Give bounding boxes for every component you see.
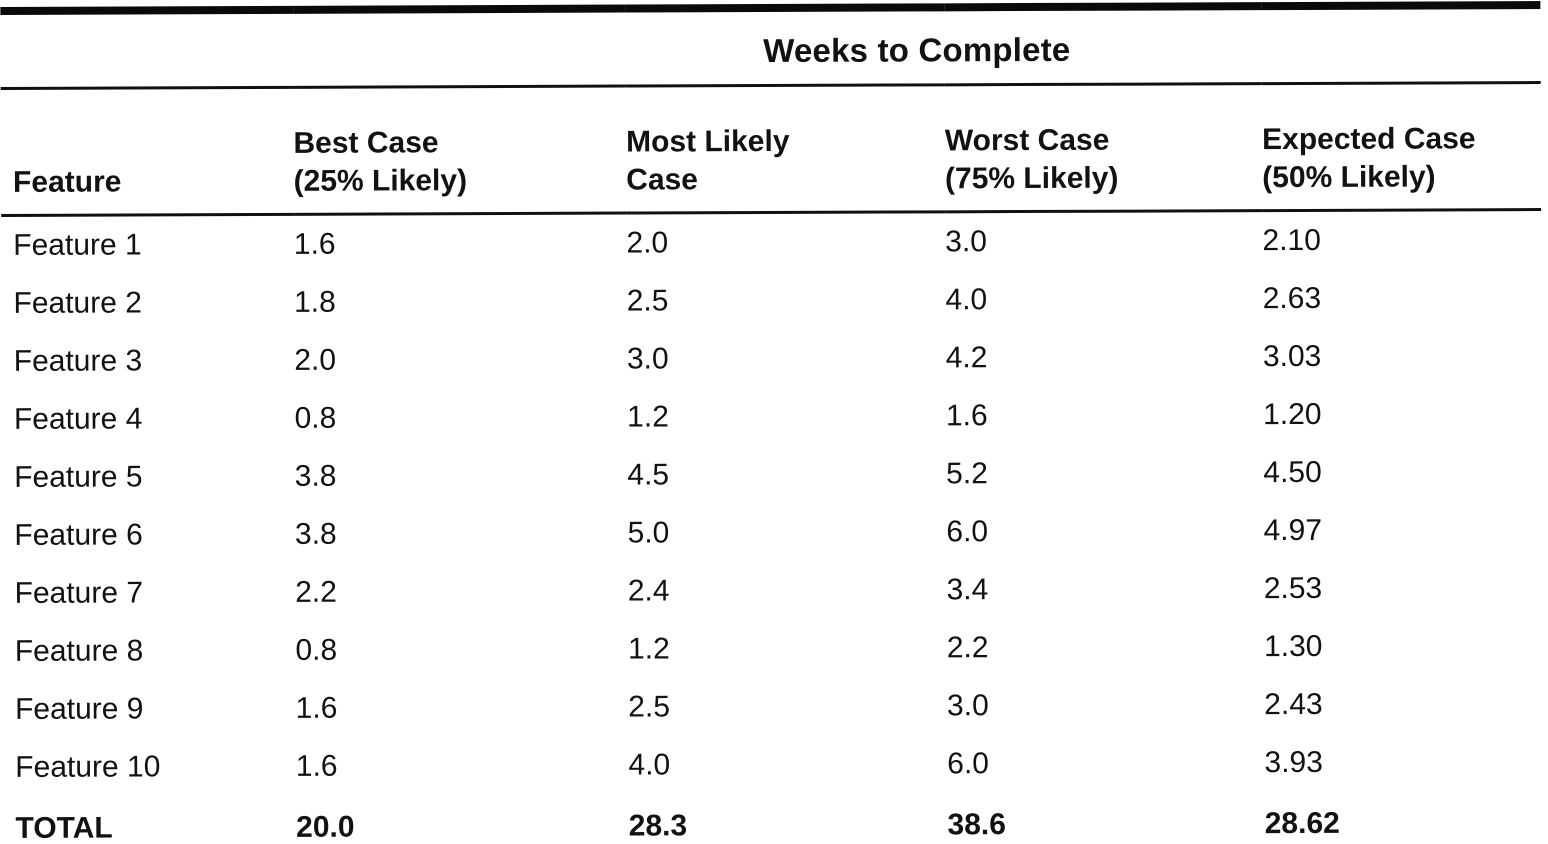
column-header-2: Most Likely Case <box>625 84 946 214</box>
column-header-0: Feature <box>0 87 294 216</box>
cell-worst: 3.0 <box>945 225 988 259</box>
cell-feature: Feature 6 <box>14 518 143 552</box>
cell-worst: 4.2 <box>945 341 988 375</box>
cell-expected: 2.43 <box>1264 687 1323 722</box>
table-row: Feature 1 1.6 2.0 3.0 2.10 <box>1 210 1541 275</box>
cell-most_likely: 3.0 <box>626 342 669 376</box>
cell-expected: 3.93 <box>1264 745 1323 780</box>
table-row: Feature 5 3.8 4.5 5.2 4.50 <box>2 443 1542 507</box>
spanning-header-row: Weeks to Complete <box>0 5 1541 89</box>
cell-most_likely: 1.2 <box>627 400 669 434</box>
cell-most_likely: 4.0 <box>628 748 671 782</box>
cell-feature: Feature 9 <box>14 692 144 726</box>
cell-expected: 3.03 <box>1262 339 1322 374</box>
column-header-line: Case <box>626 163 699 197</box>
cell-expected: 2.10 <box>1262 223 1321 258</box>
cell-most_likely: 2.5 <box>626 284 669 318</box>
cell-expected: 4.97 <box>1263 513 1323 548</box>
cell-best: 1.6 <box>293 227 336 261</box>
column-header-4: Expected Case (50% Likely) <box>1261 82 1542 211</box>
cell-best: 0.8 <box>294 401 337 435</box>
cell-expected: 1.30 <box>1263 629 1323 664</box>
cell-feature: Feature 7 <box>14 576 144 610</box>
cell-feature: Feature 2 <box>13 286 142 320</box>
cell-best: 0.8 <box>295 633 338 667</box>
cell-expected: 2.63 <box>1262 281 1322 316</box>
cell-most_likely: 5.0 <box>627 516 670 550</box>
column-header-3: Worst Case (75% Likely) <box>944 83 1263 212</box>
table-row: Feature 2 1.8 2.5 4.0 2.63 <box>1 269 1541 333</box>
cell-worst: 3.4 <box>946 573 989 607</box>
column-header-line: Most Likely <box>626 124 790 159</box>
cell-best: 2.2 <box>295 575 337 609</box>
cell-worst: 6.0 <box>947 747 990 781</box>
table-row: Feature 8 0.8 1.2 2.2 1.30 <box>3 617 1543 681</box>
cell-best: 3.8 <box>294 517 337 551</box>
cell-best: 1.6 <box>295 749 338 783</box>
cell-worst: 2.2 <box>946 631 989 665</box>
table-row: Feature 10 1.6 4.0 6.0 3.93 <box>3 733 1543 797</box>
cell-worst: 3.0 <box>946 689 989 723</box>
cell-most_likely: 2.0 <box>626 226 669 260</box>
cell-feature: Feature 3 <box>13 344 143 378</box>
total-cell-expected: 28.62 <box>1264 806 1340 841</box>
cell-expected: 1.20 <box>1263 397 1322 432</box>
column-header-line: (75% Likely) <box>944 161 1119 196</box>
total-cell-most_likely: 28.3 <box>628 809 688 843</box>
cell-worst: 6.0 <box>946 515 989 549</box>
cell-feature: Feature 4 <box>13 402 143 436</box>
cell-feature: Feature 1 <box>13 228 142 262</box>
spanning-header-spacer <box>0 9 294 89</box>
column-header-line: Feature <box>12 165 122 199</box>
cell-best: 1.6 <box>295 691 338 725</box>
total-cell-best: 20.0 <box>296 810 355 844</box>
column-header-line: (25% Likely) <box>293 164 468 198</box>
column-header-line: (50% Likely) <box>1262 160 1436 195</box>
cell-most_likely: 1.2 <box>627 632 670 666</box>
column-header-1: Best Case (25% Likely) <box>293 86 627 215</box>
column-header-line: Best Case <box>293 126 439 160</box>
cell-feature: Feature 8 <box>14 634 144 668</box>
column-header-line: Worst Case <box>944 123 1110 158</box>
table-row: Feature 9 1.6 2.5 3.0 2.43 <box>3 675 1543 739</box>
table-row: Feature 4 0.8 1.2 1.6 1.20 <box>2 385 1542 449</box>
cell-worst: 1.6 <box>945 399 988 433</box>
cell-feature: Feature 10 <box>15 750 161 784</box>
cell-best: 2.0 <box>294 343 337 377</box>
table-row: Feature 3 2.0 3.0 4.2 3.03 <box>2 327 1542 391</box>
table-row: Feature 7 2.2 2.4 3.4 2.53 <box>2 559 1542 623</box>
cell-most_likely: 2.5 <box>628 690 671 724</box>
cell-best: 3.8 <box>294 459 337 493</box>
cell-feature: Feature 5 <box>14 460 143 494</box>
cell-expected: 2.53 <box>1263 571 1323 606</box>
table-row: Feature 6 3.8 5.0 6.0 4.97 <box>2 501 1542 565</box>
cell-worst: 5.2 <box>946 457 988 491</box>
cell-most_likely: 2.4 <box>627 574 670 608</box>
cell-expected: 4.50 <box>1263 455 1322 490</box>
cell-best: 1.8 <box>294 285 336 319</box>
cell-worst: 4.0 <box>945 283 988 317</box>
table-title: Weeks to Complete <box>292 5 1541 88</box>
total-cell-worst: 38.6 <box>947 808 1006 842</box>
total-row: TOTAL 20.0 28.3 38.6 28.62 <box>3 791 1543 844</box>
table-body: Feature 1 1.6 2.0 3.0 2.10 Feature 2 1.8 2.5 4.0… <box>1 210 1543 844</box>
column-header-row: Feature Best Case (25% Likely) Most Likely C… <box>0 82 1542 216</box>
column-header-line: Expected Case <box>1262 122 1476 157</box>
cell-most_likely: 4.5 <box>627 458 670 492</box>
total-cell-feature: TOTAL <box>15 811 113 844</box>
